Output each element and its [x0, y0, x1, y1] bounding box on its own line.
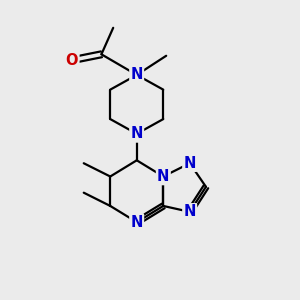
Text: N: N: [130, 68, 143, 82]
Text: N: N: [130, 126, 143, 141]
Text: N: N: [184, 204, 196, 219]
Text: N: N: [130, 214, 143, 230]
Text: N: N: [184, 156, 196, 171]
Text: N: N: [157, 169, 170, 184]
Text: O: O: [66, 53, 78, 68]
Text: N: N: [157, 169, 170, 184]
Text: N: N: [184, 156, 196, 171]
Text: N: N: [130, 68, 143, 82]
Text: O: O: [66, 53, 78, 68]
Text: N: N: [130, 214, 143, 230]
Text: N: N: [184, 204, 196, 219]
Text: N: N: [130, 126, 143, 141]
